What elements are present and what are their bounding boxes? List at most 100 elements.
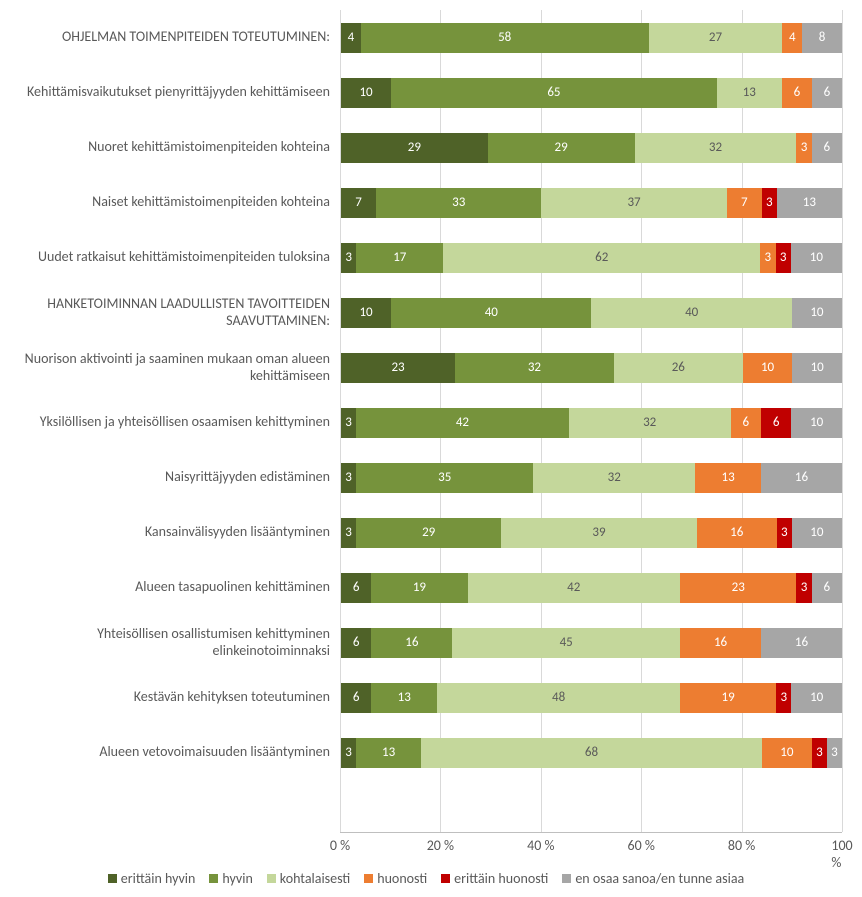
bar-value: 16 xyxy=(795,470,808,485)
bar-value: 16 xyxy=(714,635,727,650)
bar-value: 4 xyxy=(348,30,355,45)
bar-segment-huonosti: 16 xyxy=(680,628,761,658)
bar-segment-huonosti: 6 xyxy=(731,408,761,438)
bar-value: 3 xyxy=(345,745,352,760)
bar-value: 32 xyxy=(608,470,621,485)
bar-track: 6164516016 xyxy=(340,615,842,670)
bar-segment-en_osaa_sanoa: 10 xyxy=(791,243,842,273)
bar-segment-erittain_huonosti: 3 xyxy=(796,573,811,603)
bar-segment-erittain_huonosti: 3 xyxy=(812,738,827,768)
bar-value: 16 xyxy=(730,525,743,540)
bar-track: 342326610 xyxy=(340,395,842,450)
bar-value: 62 xyxy=(595,250,608,265)
bar-value: 68 xyxy=(585,745,598,760)
row-label: Uudet ratkaisut kehittämistoimenpiteiden… xyxy=(10,230,340,285)
bar-segment-huonosti: 6 xyxy=(782,78,812,108)
chart-row: Kansainvälisyyden lisääntyminen329391631… xyxy=(10,505,842,560)
legend-label: en osaa sanoa/en tunne asiaa xyxy=(575,870,744,887)
bar-value: 32 xyxy=(709,140,722,155)
chart-row: Naisyrittäjyyden edistäminen3353213016 xyxy=(10,450,842,505)
bar-value: 10 xyxy=(810,525,823,540)
bar-segment-en_osaa_sanoa: 13 xyxy=(777,188,842,218)
bar-segment-erittain_hyvin: 3 xyxy=(341,738,356,768)
bar-segment-hyvin: 29 xyxy=(356,518,501,548)
bar-value: 23 xyxy=(391,360,404,375)
bar-segment-kohtalaisesti: 32 xyxy=(635,133,797,163)
x-axis-track: 0 %20 %40 %60 %80 %100 % xyxy=(340,832,842,860)
bar-segment-kohtalaisesti: 48 xyxy=(437,683,680,713)
bar-value: 45 xyxy=(560,635,573,650)
bar-value: 3 xyxy=(345,415,352,430)
bar-value: 29 xyxy=(422,525,435,540)
x-tick: 100 % xyxy=(831,837,852,871)
bar-segment-kohtalaisesti: 37 xyxy=(541,188,726,218)
bar-value: 6 xyxy=(823,580,830,595)
legend-item-kohtalaisesti: kohtalaisesti xyxy=(267,870,350,887)
legend-swatch xyxy=(364,874,373,883)
chart-row: Nuoret kehittämistoimenpiteiden kohteina… xyxy=(10,120,842,175)
bar: 1040400010 xyxy=(341,298,842,328)
bar-segment-hyvin: 32 xyxy=(455,353,614,383)
bar-segment-erittain_hyvin: 6 xyxy=(341,628,371,658)
bar-segment-en_osaa_sanoa: 6 xyxy=(812,78,842,108)
bar-value: 58 xyxy=(498,30,511,45)
bar-value: 10 xyxy=(810,690,823,705)
bar-value: 65 xyxy=(547,85,560,100)
bar-value: 3 xyxy=(781,525,788,540)
row-label: HANKETOIMINNAN LAADULLISTEN TAVOITTEIDEN… xyxy=(10,285,340,340)
bar-value: 10 xyxy=(810,415,823,430)
bar-segment-en_osaa_sanoa: 10 xyxy=(791,408,842,438)
bar-segment-erittain_hyvin: 3 xyxy=(341,463,356,493)
bar-segment-hyvin: 19 xyxy=(371,573,467,603)
legend-item-erittain_huonosti: erittäin huonosti xyxy=(441,870,548,887)
bar: 342326610 xyxy=(341,408,842,438)
bar-value: 10 xyxy=(359,305,372,320)
bar-value: 13 xyxy=(803,195,816,210)
bar-segment-kohtalaisesti: 39 xyxy=(501,518,696,548)
bar-segment-en_osaa_sanoa: 6 xyxy=(812,573,842,603)
bar-segment-erittain_hyvin: 6 xyxy=(341,573,371,603)
legend-label: huonosti xyxy=(377,870,427,887)
bar-value: 3 xyxy=(345,250,352,265)
x-tick: 40 % xyxy=(527,837,554,854)
bar-value: 10 xyxy=(780,745,793,760)
bar-value: 6 xyxy=(353,690,360,705)
bar: 292932306 xyxy=(341,133,842,163)
bar-segment-kohtalaisesti: 42 xyxy=(468,573,681,603)
bar-track: 23322610010 xyxy=(340,340,842,395)
row-label: Alueen vetovoimaisuuden lisääntyminen xyxy=(10,725,340,780)
bar-value: 48 xyxy=(552,690,565,705)
bar-segment-hyvin: 33 xyxy=(376,188,541,218)
bar-segment-erittain_hyvin: 3 xyxy=(341,243,356,273)
bar-value: 42 xyxy=(567,580,580,595)
bar-value: 40 xyxy=(485,305,498,320)
bar-value: 35 xyxy=(438,470,451,485)
x-axis: 0 %20 %40 %60 %80 %100 % xyxy=(10,832,842,860)
legend-label: hyvin xyxy=(222,870,252,887)
bar-value: 42 xyxy=(456,415,469,430)
bar-value: 3 xyxy=(765,250,772,265)
bar: 45827408 xyxy=(341,23,842,53)
bar-value: 6 xyxy=(353,635,360,650)
bar: 106513606 xyxy=(341,78,842,108)
bar-segment-huonosti: 7 xyxy=(727,188,762,218)
bar-segment-erittain_huonosti: 3 xyxy=(776,243,791,273)
bar-segment-huonosti: 10 xyxy=(762,738,812,768)
bar-value: 16 xyxy=(405,635,418,650)
bar-segment-kohtalaisesti: 62 xyxy=(443,243,760,273)
bar: 3353213016 xyxy=(341,463,842,493)
bar-segment-huonosti: 19 xyxy=(680,683,776,713)
bar-segment-erittain_hyvin: 23 xyxy=(341,353,455,383)
bar-value: 13 xyxy=(743,85,756,100)
bar-value: 7 xyxy=(741,195,748,210)
chart-row: Naiset kehittämistoimenpiteiden kohteina… xyxy=(10,175,842,230)
x-tick: 20 % xyxy=(427,837,454,854)
bar-segment-kohtalaisesti: 32 xyxy=(533,463,695,493)
bar-value: 6 xyxy=(794,85,801,100)
chart-rows-area: OHJELMAN TOIMENPITEIDEN TOTEUTUMINEN:458… xyxy=(10,10,842,832)
bar-segment-en_osaa_sanoa: 3 xyxy=(827,738,842,768)
bar-value: 3 xyxy=(801,140,808,155)
bar-track: 313681033 xyxy=(340,725,842,780)
bar-segment-erittain_hyvin: 10 xyxy=(341,298,391,328)
bar-value: 39 xyxy=(592,525,605,540)
